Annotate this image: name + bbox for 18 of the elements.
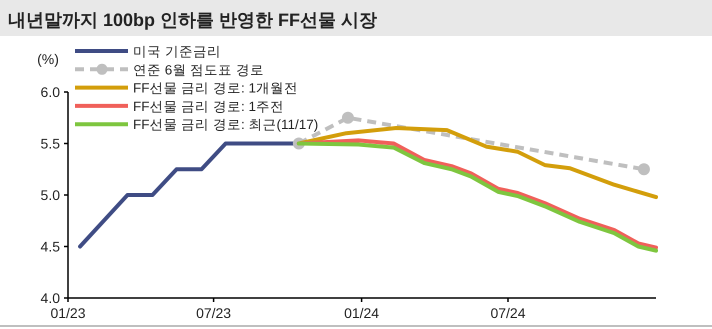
legend-label: FF선물 금리 경로: 1주전: [133, 98, 284, 114]
x-tick-label: 01/24: [344, 305, 380, 321]
y-tick-label: 6.0: [40, 84, 60, 100]
x-tick-label: 07/24: [490, 305, 526, 321]
legend-label: 미국 기준금리: [133, 44, 221, 59]
y-tick-label: 5.0: [40, 187, 60, 203]
title: 내년말까지 100bp 인하를 반영한 FF선물 시장: [8, 10, 378, 30]
point: [638, 163, 650, 176]
x-tick-label: 07/23: [196, 305, 232, 321]
point: [342, 112, 354, 124]
y-tick-label: 5.5: [40, 136, 60, 152]
y-axis-title: (%): [37, 51, 59, 67]
legend-label: 연준 6월 점도표 경로: [133, 62, 264, 78]
x-tick-label: 01/23: [50, 305, 86, 321]
legend-label: FF선물 금리 경로: 1개월전: [133, 80, 298, 96]
y-tick-label: 4.5: [40, 238, 60, 254]
y-tick-label: 4.0: [40, 290, 60, 306]
legend-label: FF선물 금리 경로: 최근(11/17): [133, 117, 318, 132]
